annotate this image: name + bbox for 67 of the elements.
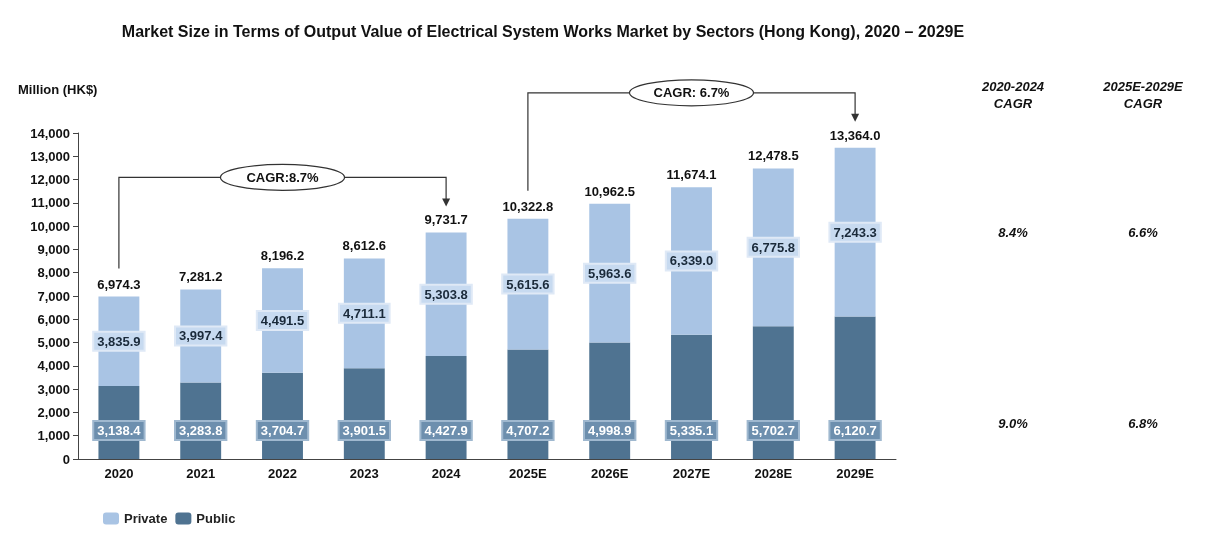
- x-tick-label: 2023: [349, 466, 379, 481]
- data-label: 4,427.9: [424, 423, 468, 438]
- data-label: 4,491.5: [260, 312, 305, 328]
- data-label: 7,243.3: [833, 224, 877, 240]
- data-label: 4,998.9: [588, 423, 632, 438]
- total-label: 6,974.3: [97, 276, 141, 292]
- total-label: 11,674.1: [666, 167, 717, 183]
- data-label: 3,835.9: [97, 333, 141, 349]
- x-tick-label: 2024: [431, 466, 462, 481]
- data-label: 3,138.4: [97, 423, 142, 438]
- y-tick-label: 14,000: [30, 125, 70, 141]
- x-tick-label: 2022: [268, 466, 297, 481]
- text: 9.0%: [998, 415, 1029, 431]
- total-label: 7,281.2: [179, 269, 223, 285]
- y-tick-label: 12,000: [30, 172, 70, 188]
- y-tick-label: 8,000: [37, 265, 70, 281]
- x-tick-label: 2027E: [672, 466, 711, 481]
- total-label: 10,322.8: [502, 198, 554, 214]
- data-label: 3,704.7: [260, 423, 305, 438]
- text: 6.6%: [1128, 224, 1159, 240]
- text: 6.8%: [1128, 415, 1159, 431]
- data-label: 6,120.7: [833, 423, 877, 438]
- legend-label: Private: [124, 511, 168, 526]
- data-label: 6,339.0: [669, 253, 714, 269]
- x-tick-label: 2025E: [509, 466, 548, 481]
- x-tick-label: 2026E: [590, 466, 629, 481]
- data-label: 5,702.7: [751, 423, 795, 438]
- y-tick-label: 7,000: [37, 288, 70, 304]
- text: 8.4%: [998, 224, 1029, 240]
- data-label: 5,303.8: [424, 286, 468, 302]
- y-tick-label: 0: [62, 451, 70, 467]
- x-tick-label: 2020: [104, 466, 134, 481]
- data-label: 4,711.1: [342, 305, 386, 321]
- text: CAGR: 6.7%: [653, 85, 730, 101]
- data-label: 3,997.4: [179, 328, 224, 344]
- total-label: 8,612.6: [342, 238, 386, 254]
- y-tick-label: 4,000: [37, 358, 70, 374]
- data-label: 6,775.8: [751, 239, 795, 255]
- data-label: 5,963.6: [588, 265, 632, 281]
- data-label: 3,901.5: [342, 423, 386, 438]
- total-label: 10,962.5: [584, 183, 635, 199]
- y-tick-label: 2,000: [37, 404, 70, 420]
- chart-title: Market Size in Terms of Output Value of Electrical System Works Market by Sectors (Hong Kong), 2020 – 2029E: [121, 22, 965, 40]
- x-tick-label: 2029E: [836, 466, 875, 481]
- y-tick-label: 3,000: [37, 381, 70, 397]
- total-label: 8,196.2: [260, 248, 305, 264]
- total-label: 12,478.5: [748, 148, 799, 164]
- data-label: 5,615.6: [506, 276, 550, 292]
- data-label: 5,335.1: [669, 423, 714, 438]
- x-tick-label: 2021: [186, 466, 216, 481]
- y-tick-label: 9,000: [37, 241, 70, 257]
- annotation: CAGR:8.7%: [246, 169, 320, 185]
- x-tick-label: 2028E: [754, 466, 793, 481]
- text: 2025E-2029E CAGR: [1102, 79, 1184, 111]
- data-label: 3,283.8: [179, 423, 223, 438]
- total-label: 9,731.7: [424, 212, 468, 228]
- legend-label: Public: [196, 511, 236, 526]
- y-tick-label: 5,000: [37, 335, 70, 351]
- text: 2020-2024 CAGR: [980, 79, 1045, 111]
- y-tick-label: 10,000: [30, 218, 70, 234]
- y-axis-title: Million (HK$): [18, 82, 98, 97]
- y-tick-label: 1,000: [37, 428, 70, 444]
- y-tick-label: 11,000: [30, 195, 70, 211]
- y-tick-label: 6,000: [37, 311, 70, 327]
- data-label: 4,707.2: [506, 423, 550, 438]
- total-label: 13,364.0: [829, 127, 881, 143]
- y-tick-label: 13,000: [30, 148, 70, 164]
